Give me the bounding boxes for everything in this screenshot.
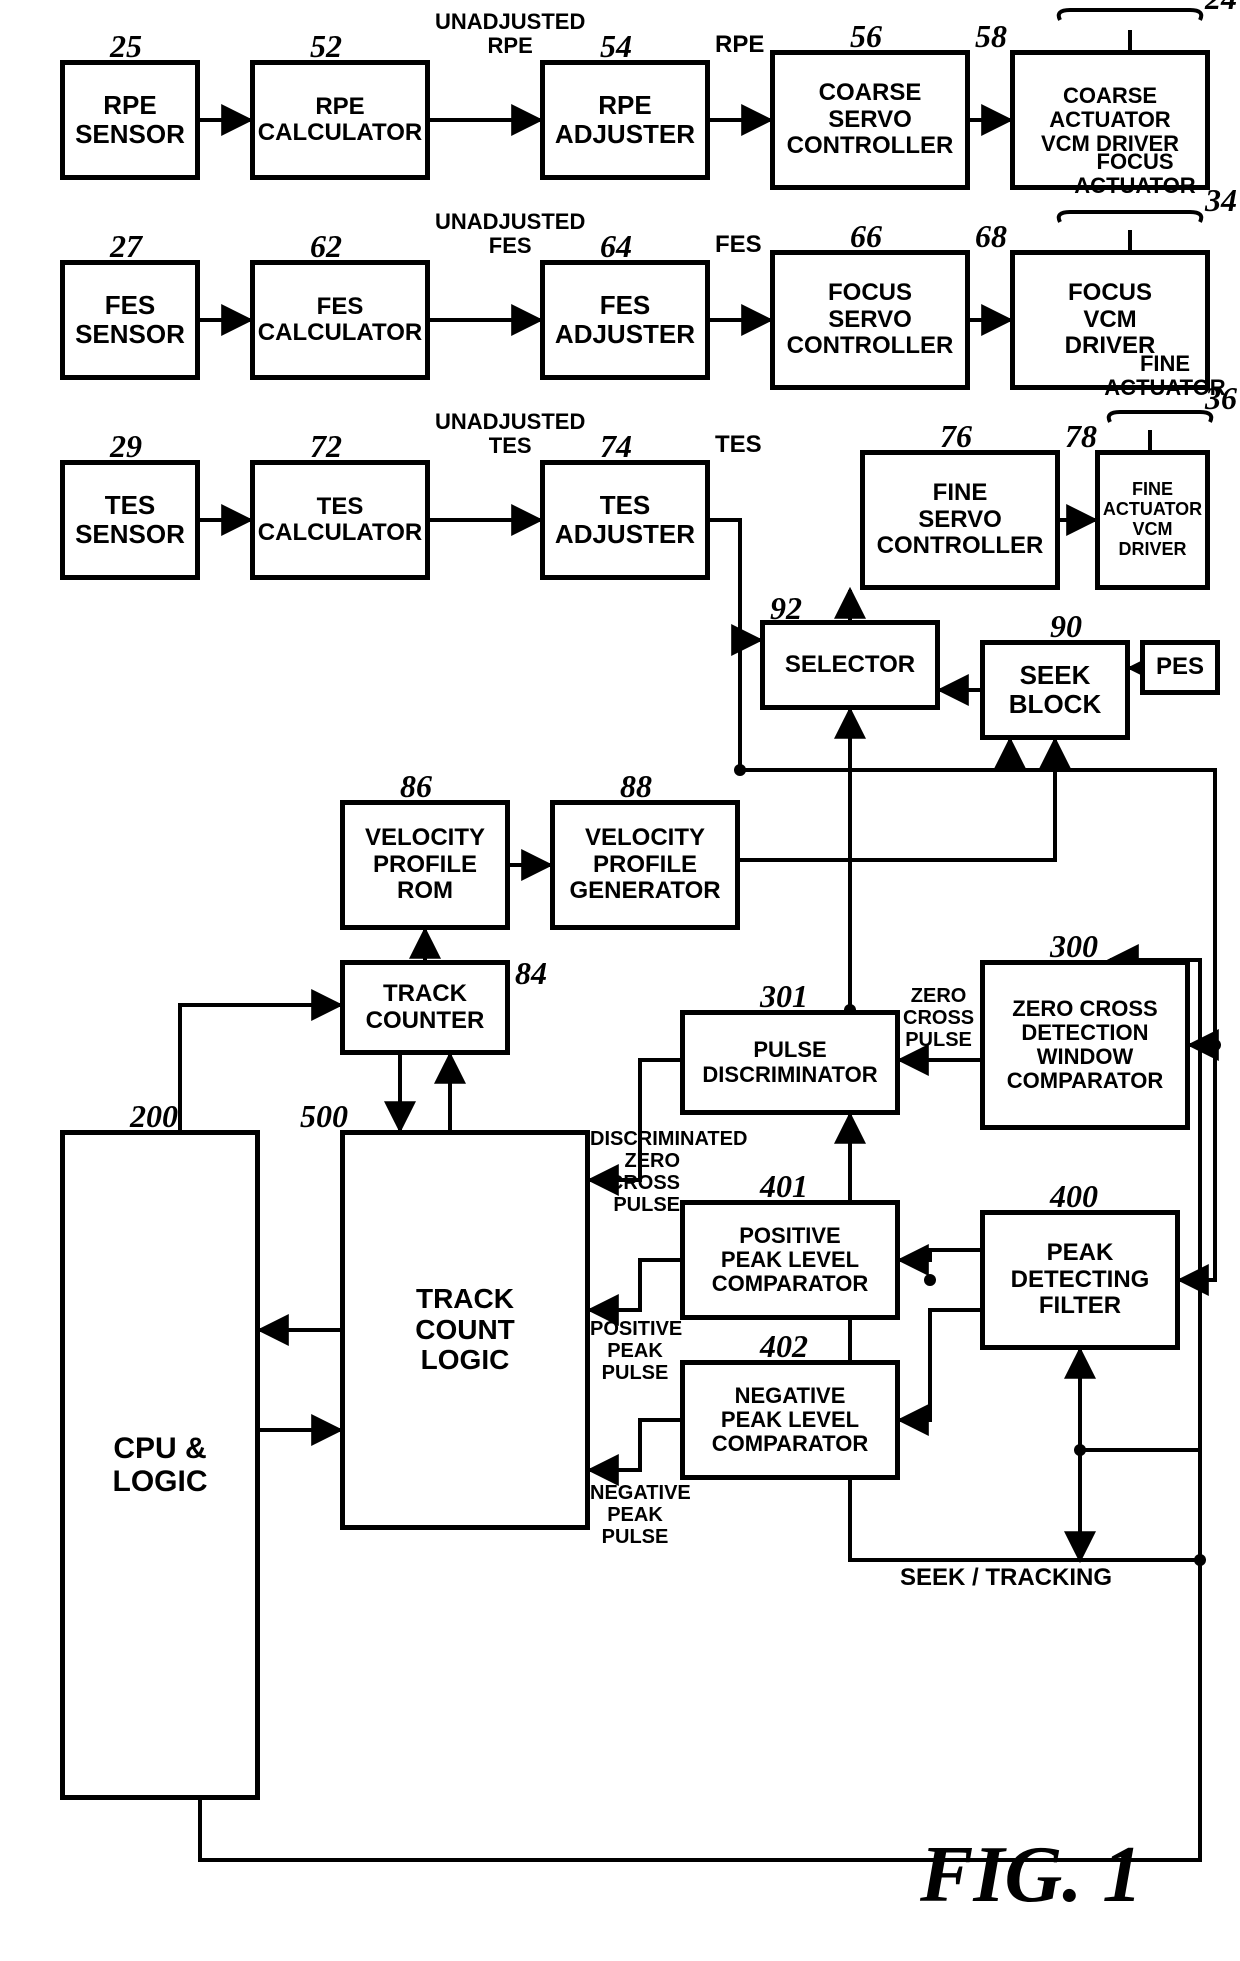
ref-58: 58 xyxy=(975,18,1007,55)
neg-peak-pulse-label: NEGATIVE PEAK PULSE xyxy=(590,1482,680,1548)
diagram-canvas: RPESENSOR 25 FESSENSOR 27 TESSENSOR 29 R… xyxy=(0,0,1240,1961)
zero-cross-pulse-label: ZEROCROSSPULSE xyxy=(903,985,974,1051)
ref-72: 72 xyxy=(310,428,342,465)
ref-78: 78 xyxy=(1065,418,1097,455)
unadj-fes-label: UNADJUSTEDFES xyxy=(435,210,585,258)
ref-54: 54 xyxy=(600,28,632,65)
ref-25: 25 xyxy=(110,28,142,65)
track-count-logic-block: TRACKCOUNTLOGIC xyxy=(340,1130,590,1530)
track-counter-block: TRACKCOUNTER xyxy=(340,960,510,1055)
focus-servo-block: FOCUSSERVOCONTROLLER xyxy=(770,250,970,390)
rpe-calculator-block: RPECALCULATOR xyxy=(250,60,430,180)
velocity-rom-block: VELOCITYPROFILEROM xyxy=(340,800,510,930)
ref-200: 200 xyxy=(130,1098,178,1135)
tes-label: TES xyxy=(715,432,762,458)
tes-adjuster-block: TESADJUSTER xyxy=(540,460,710,580)
seek-block: SEEKBLOCK xyxy=(980,640,1130,740)
ref-400: 400 xyxy=(1050,1178,1098,1215)
ref-66: 66 xyxy=(850,218,882,255)
ref-29: 29 xyxy=(110,428,142,465)
zero-cross-window-block: ZERO CROSSDETECTIONWINDOWCOMPARATOR xyxy=(980,960,1190,1130)
fes-label: FES xyxy=(715,232,762,258)
seek-tracking-label: SEEK / TRACKING xyxy=(900,1565,1112,1591)
ref-76: 76 xyxy=(940,418,972,455)
ref-74: 74 xyxy=(600,428,632,465)
fes-sensor-block: FESSENSOR xyxy=(60,260,200,380)
coarse-servo-block: COARSESERVOCONTROLLER xyxy=(770,50,970,190)
ref-36: 36 xyxy=(1205,380,1237,417)
ref-56: 56 xyxy=(850,18,882,55)
pes-block: PES xyxy=(1140,640,1220,695)
ref-500: 500 xyxy=(300,1098,348,1135)
ref-27: 27 xyxy=(110,228,142,265)
selector-block: SELECTOR xyxy=(760,620,940,710)
ref-84: 84 xyxy=(515,955,547,992)
ref-34: 34 xyxy=(1205,182,1237,219)
ref-300: 300 xyxy=(1050,928,1098,965)
unadj-rpe-label: UNADJUSTEDRPE xyxy=(435,10,585,58)
ref-88: 88 xyxy=(620,768,652,805)
fes-calculator-block: FESCALCULATOR xyxy=(250,260,430,380)
neg-peak-block: NEGATIVEPEAK LEVELCOMPARATOR xyxy=(680,1360,900,1480)
pulse-discriminator-block: PULSEDISCRIMINATOR xyxy=(680,1010,900,1115)
tes-sensor-block: TESSENSOR xyxy=(60,460,200,580)
ref-68: 68 xyxy=(975,218,1007,255)
ref-92: 92 xyxy=(770,590,802,627)
pos-peak-pulse-label: POSITIVE PEAK PULSE xyxy=(590,1318,680,1384)
figure-label: FIG. 1 xyxy=(920,1830,1142,1921)
peak-filter-block: PEAKDETECTINGFILTER xyxy=(980,1210,1180,1350)
ref-62: 62 xyxy=(310,228,342,265)
ref-401: 401 xyxy=(760,1168,808,1205)
fine-servo-block: FINESERVOCONTROLLER xyxy=(860,450,1060,590)
pos-peak-block: POSITIVEPEAK LEVELCOMPARATOR xyxy=(680,1200,900,1320)
ref-90: 90 xyxy=(1050,608,1082,645)
unadj-tes-label: UNADJUSTEDTES xyxy=(435,410,585,458)
ref-301: 301 xyxy=(760,978,808,1015)
velocity-gen-block: VELOCITYPROFILEGENERATOR xyxy=(550,800,740,930)
cpu-logic-block: CPU &LOGIC xyxy=(60,1130,260,1800)
ref-24: 24 xyxy=(1205,0,1237,17)
ref-402: 402 xyxy=(760,1328,808,1365)
rpe-adjuster-block: RPEADJUSTER xyxy=(540,60,710,180)
rpe-label: RPE xyxy=(715,32,764,58)
focus-actuator-label: FOCUSACTUATOR xyxy=(1060,150,1210,198)
ref-86: 86 xyxy=(400,768,432,805)
fine-driver-block: FINEACTUATORVCM DRIVER xyxy=(1095,450,1210,590)
disc-zero-label: DISCRIMINATEDZERO CROSS PULSE xyxy=(590,1128,680,1216)
ref-64: 64 xyxy=(600,228,632,265)
rpe-sensor-block: RPESENSOR xyxy=(60,60,200,180)
tes-calculator-block: TESCALCULATOR xyxy=(250,460,430,580)
ref-52: 52 xyxy=(310,28,342,65)
fes-adjuster-block: FESADJUSTER xyxy=(540,260,710,380)
